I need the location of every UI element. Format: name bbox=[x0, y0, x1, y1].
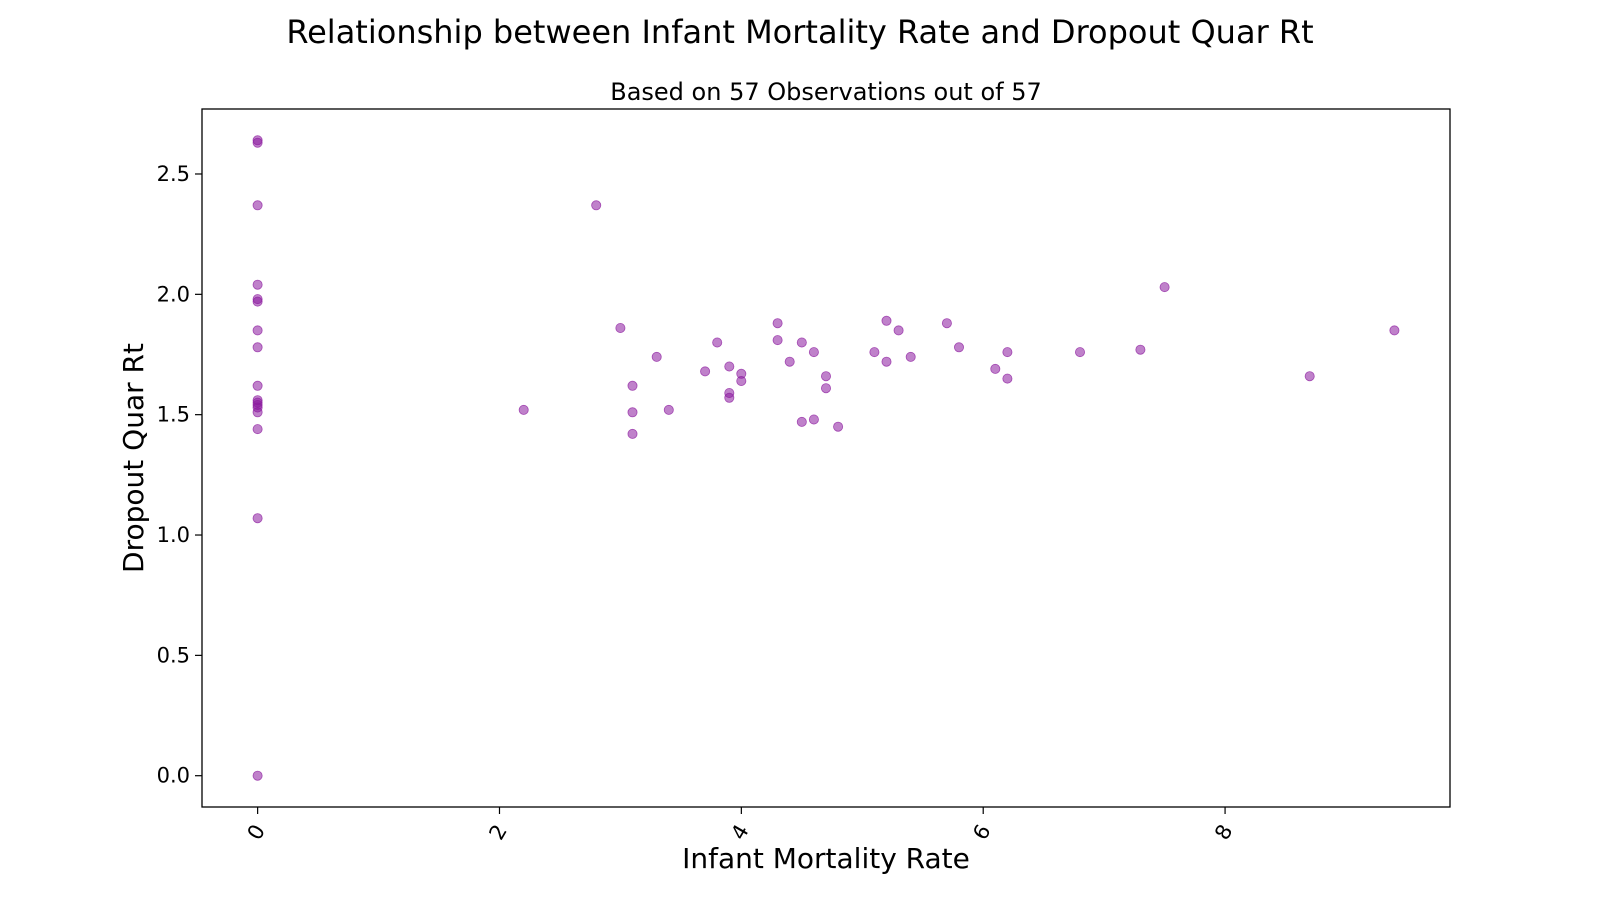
data-point bbox=[1075, 347, 1086, 358]
data-point bbox=[252, 770, 263, 781]
data-point bbox=[893, 325, 904, 336]
x-axis-label: Infant Mortality Rate bbox=[682, 842, 970, 875]
data-point bbox=[627, 380, 638, 391]
data-point bbox=[869, 347, 880, 358]
data-point bbox=[772, 335, 783, 346]
y-tick-label: 1.5 bbox=[157, 403, 190, 427]
data-point bbox=[808, 414, 819, 425]
data-point bbox=[905, 351, 916, 362]
data-point bbox=[833, 421, 844, 432]
data-point bbox=[712, 337, 723, 348]
data-point bbox=[954, 342, 965, 353]
data-points bbox=[252, 135, 1400, 781]
data-point bbox=[808, 347, 819, 358]
data-point bbox=[881, 356, 892, 367]
x-tick-label: 4 bbox=[726, 820, 753, 844]
data-point bbox=[1135, 344, 1146, 355]
data-point bbox=[252, 342, 263, 353]
data-point bbox=[651, 351, 662, 362]
x-tick-label: 0 bbox=[243, 820, 270, 844]
data-point bbox=[252, 424, 263, 435]
data-point bbox=[1159, 282, 1170, 293]
y-axis-label: Dropout Quar Rt bbox=[117, 343, 150, 573]
data-point bbox=[252, 513, 263, 524]
y-tick-label: 1.0 bbox=[157, 523, 190, 547]
y-tick-label: 2.0 bbox=[157, 282, 190, 306]
y-axis-ticks: 0.0 0.5 1.0 1.5 2.0 2.5 bbox=[157, 162, 202, 788]
data-point bbox=[615, 322, 626, 333]
data-point bbox=[821, 371, 832, 382]
data-point bbox=[252, 137, 263, 148]
data-point bbox=[252, 325, 263, 336]
data-point bbox=[821, 383, 832, 394]
data-point bbox=[627, 407, 638, 418]
data-point bbox=[736, 375, 747, 386]
plot-frame bbox=[201, 108, 1451, 808]
data-point bbox=[700, 366, 711, 377]
data-point bbox=[627, 428, 638, 439]
data-point bbox=[784, 356, 795, 367]
data-point bbox=[724, 361, 735, 372]
data-point bbox=[1304, 371, 1315, 382]
data-point bbox=[252, 407, 263, 418]
data-point bbox=[772, 318, 783, 329]
data-point bbox=[591, 200, 602, 211]
data-point bbox=[252, 296, 263, 307]
y-tick-label: 0.0 bbox=[157, 764, 190, 788]
data-point bbox=[252, 380, 263, 391]
data-point bbox=[252, 279, 263, 290]
data-point bbox=[881, 315, 892, 326]
data-point bbox=[724, 392, 735, 403]
data-point bbox=[1002, 373, 1013, 384]
data-point bbox=[252, 200, 263, 211]
data-point bbox=[663, 404, 674, 415]
x-axis-ticks: 0 2 4 6 8 bbox=[243, 807, 1237, 844]
chart-subtitle: Based on 57 Observations out of 57 bbox=[610, 78, 1042, 106]
data-point bbox=[1389, 325, 1400, 336]
data-point bbox=[1002, 347, 1013, 358]
x-tick-label: 6 bbox=[968, 820, 995, 844]
data-point bbox=[796, 337, 807, 348]
data-point bbox=[990, 363, 1001, 374]
y-tick-label: 2.5 bbox=[157, 162, 190, 186]
y-tick-label: 0.5 bbox=[157, 643, 190, 667]
x-tick-label: 2 bbox=[484, 820, 511, 844]
data-point bbox=[941, 318, 952, 329]
data-point bbox=[796, 416, 807, 427]
x-tick-label: 8 bbox=[1210, 820, 1237, 844]
data-point bbox=[518, 404, 529, 415]
chart-title: Relationship between Infant Mortality Ra… bbox=[286, 13, 1313, 51]
